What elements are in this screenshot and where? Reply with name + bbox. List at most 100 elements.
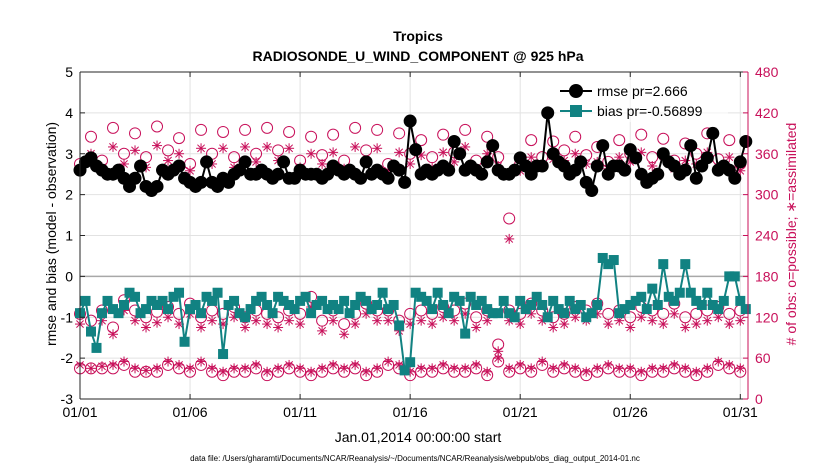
asterisk-stroke [703, 316, 712, 325]
obs-assimilated-point [581, 366, 592, 377]
obs-assimilated-point [141, 365, 152, 376]
bias-point [740, 304, 751, 315]
obs-assimilated-point [471, 359, 482, 370]
bias-point [317, 295, 328, 306]
rmse-point [398, 175, 412, 189]
obs-assimilated-point [295, 319, 306, 330]
obs-assimilated-point [152, 317, 163, 328]
bias-point [333, 304, 344, 315]
chart-subtitle: RADIOSONDE_U_WIND_COMPONENT @ 925 hPa [252, 48, 583, 64]
asterisk-stroke [318, 160, 327, 168]
asterisk-stroke [417, 364, 426, 373]
asterisk-stroke [527, 153, 536, 162]
obs-assimilated-point [262, 319, 273, 330]
obs-assimilated-point [548, 322, 559, 333]
asterisk-stroke [483, 367, 492, 376]
bias-point [350, 299, 361, 310]
obs-assimilated-point [328, 359, 339, 370]
y-tick-label: 1 [65, 228, 73, 244]
obs-assimilated-point [724, 152, 735, 163]
obs-assimilated-point [108, 359, 119, 370]
bias-point [641, 304, 652, 315]
bias-point [614, 308, 625, 319]
asterisk-stroke [494, 347, 503, 356]
obs-assimilated-point [130, 145, 141, 156]
bias-point [592, 299, 603, 310]
asterisk-stroke [725, 360, 734, 369]
obs-possible-point [657, 132, 670, 145]
asterisk-stroke [98, 362, 106, 371]
x-tick-label: 01/31 [723, 404, 758, 420]
asterisk-stroke [593, 364, 602, 373]
bias-point [130, 291, 141, 302]
bias-point [410, 287, 421, 298]
bias-point [157, 295, 168, 306]
obs-assimilated-point [218, 143, 229, 154]
obs-assimilated-point [262, 366, 273, 377]
asterisk-stroke [549, 323, 558, 332]
bias-point [531, 291, 542, 302]
asterisk-stroke [406, 160, 415, 168]
obs-assimilated-point [625, 363, 636, 374]
asterisk-stroke [439, 360, 448, 369]
bias-point [735, 295, 746, 306]
obs-assimilated-point [537, 356, 548, 367]
bias-point [289, 304, 300, 315]
rmse-point [700, 151, 714, 165]
obs-possible-point [129, 127, 142, 140]
obs-assimilated-point [691, 366, 702, 377]
obs-assimilated-point [735, 315, 746, 326]
bias-point [586, 308, 597, 319]
obs-possible-point [195, 123, 208, 136]
asterisk-stroke [285, 360, 294, 369]
rmse-point [354, 171, 368, 185]
right-y-tick-label: 300 [755, 187, 779, 203]
bias-point [729, 271, 740, 282]
obs-assimilated-point [361, 366, 372, 377]
rmse-point [689, 171, 703, 185]
bias-point [234, 308, 245, 319]
obs-possible-point [283, 125, 296, 138]
bias-point [146, 295, 157, 306]
obs-assimilated-point [251, 315, 262, 326]
obs-possible-point [239, 123, 252, 136]
obs-possible-point [206, 304, 219, 317]
asterisk-stroke [164, 156, 172, 165]
asterisk-stroke [142, 323, 150, 332]
obs-possible-point [349, 121, 362, 134]
rmse-point [508, 163, 522, 177]
asterisk-stroke [626, 323, 635, 332]
obs-possible-point [338, 318, 351, 331]
asterisk-stroke [571, 149, 580, 158]
asterisk-stroke [604, 360, 613, 369]
bias-point [284, 299, 295, 310]
obs-assimilated-point [141, 322, 152, 333]
obs-possible-point [305, 130, 318, 143]
asterisk-stroke [318, 326, 327, 335]
obs-assimilated-point [394, 147, 405, 158]
asterisk-stroke [164, 313, 172, 322]
obs-assimilated-point [130, 363, 141, 374]
obs-assimilated-point [163, 312, 174, 323]
x-tick-label: 01/21 [503, 404, 538, 420]
bias-point [663, 291, 674, 302]
bias-point [80, 295, 91, 306]
obs-assimilated-point [108, 141, 119, 152]
obs-assimilated-point [251, 359, 262, 370]
right-y-tick-label: 120 [755, 309, 779, 325]
obs-assimilated-point [559, 319, 570, 330]
right-y-axis-label: # of obs: o=possible; ∗=assimilated [783, 123, 799, 346]
obs-possible-point [613, 134, 626, 147]
rmse-point [684, 139, 698, 153]
asterisk-stroke [670, 360, 679, 369]
bias-point [355, 291, 366, 302]
bias-point [465, 291, 476, 302]
bias-point [119, 299, 130, 310]
obs-assimilated-point [702, 363, 713, 374]
bias-point [168, 291, 179, 302]
asterisk-stroke [560, 360, 569, 369]
bias-point [669, 295, 680, 306]
right-y-tick-label: 420 [755, 105, 779, 121]
asterisk-stroke [241, 364, 250, 373]
obs-assimilated-point [372, 315, 383, 326]
